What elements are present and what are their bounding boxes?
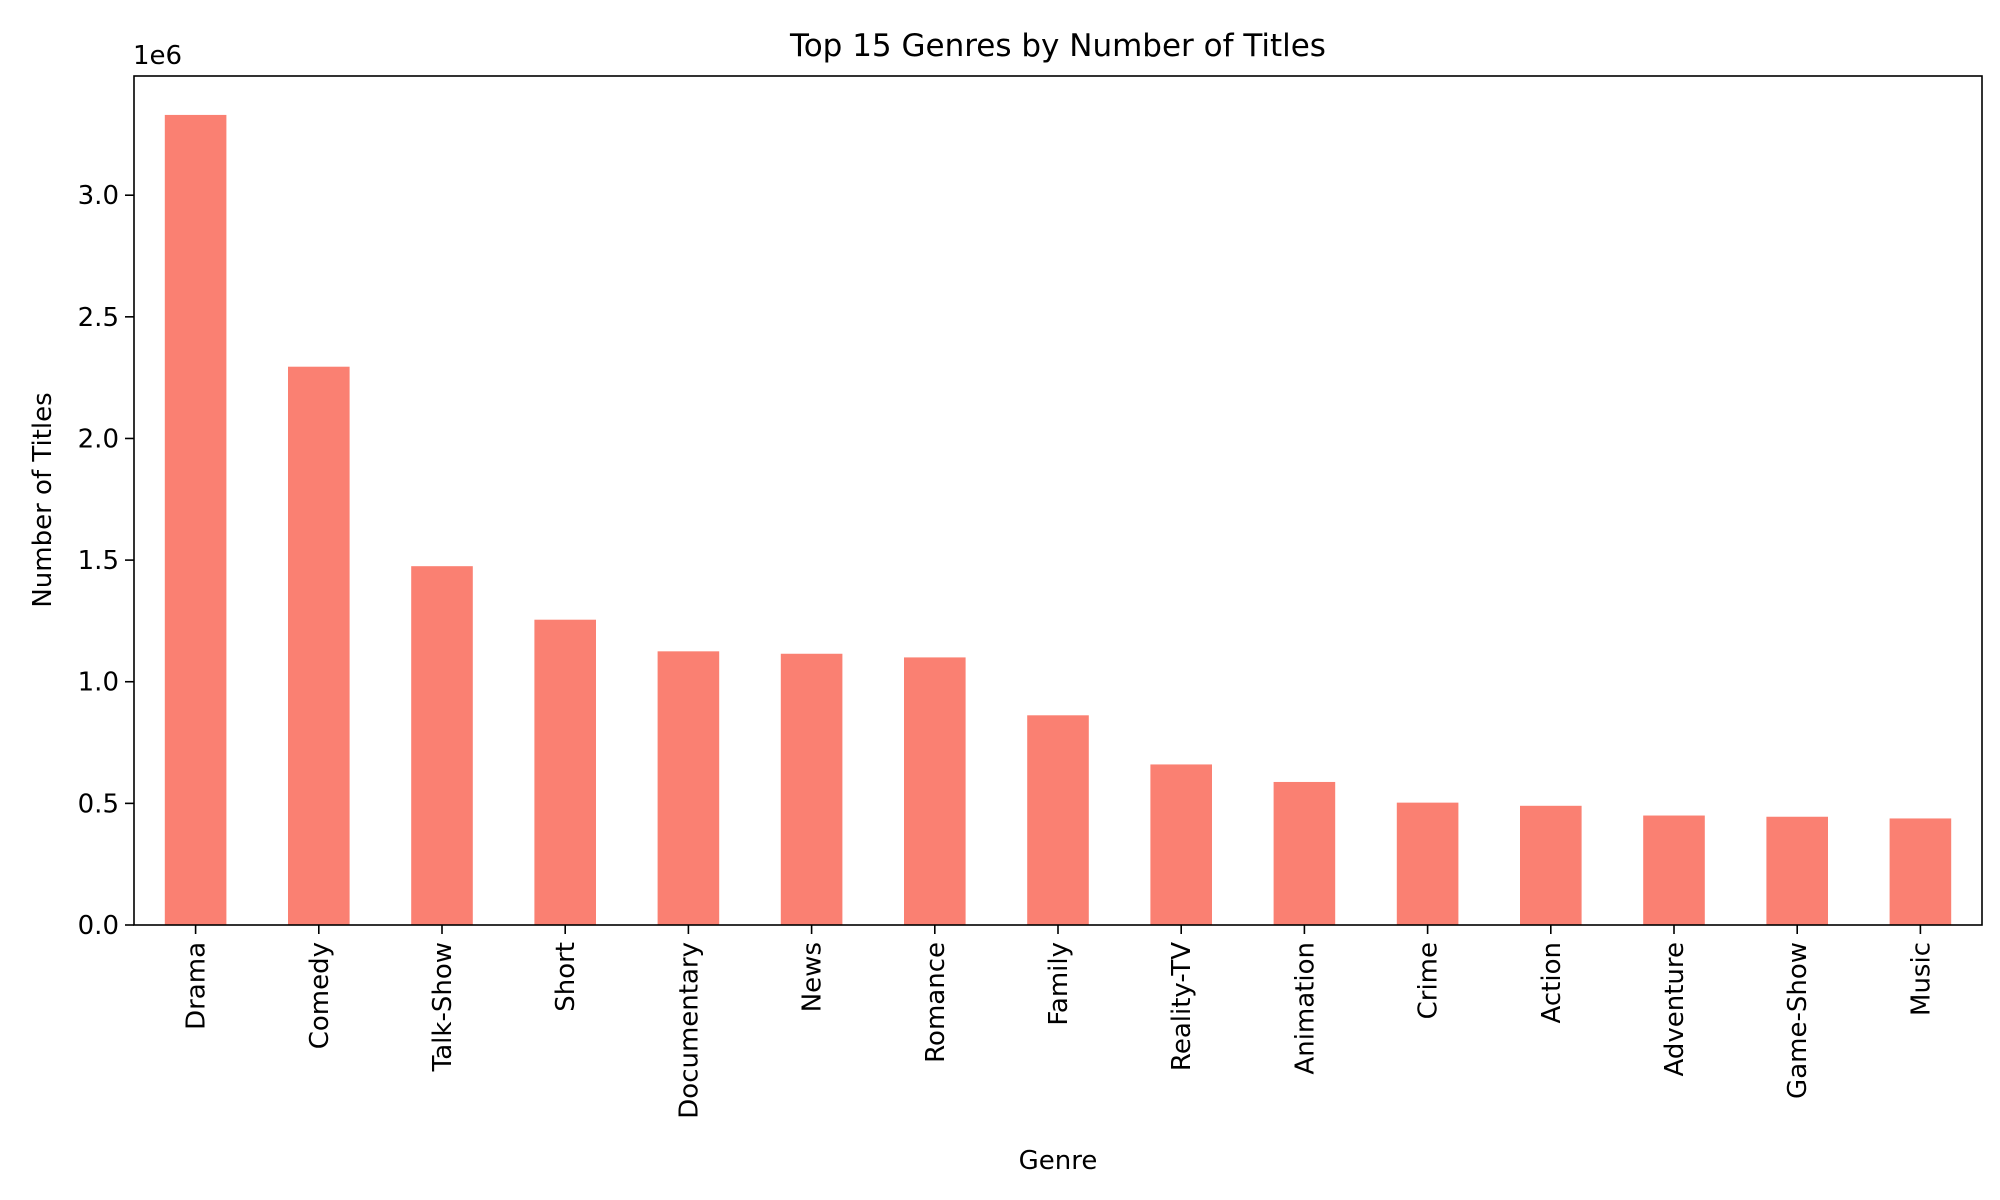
y-tick-label: 0.0 <box>78 911 119 941</box>
x-axis-ticks: Drama Comedy Talk-Show Short Documentary News… <box>182 925 1936 1119</box>
x-tick-label: Drama <box>182 942 212 1030</box>
bar-animation <box>1273 781 1336 925</box>
bar-game-show <box>1766 816 1828 925</box>
bar-reality-tv <box>1150 764 1212 925</box>
plot-frame <box>133 75 1983 926</box>
x-tick-label: News <box>798 942 828 1012</box>
x-tick-label: Documentary <box>674 942 704 1119</box>
x-tick-label: Game-Show <box>1783 942 1813 1099</box>
x-tick-label: Reality-TV <box>1167 942 1197 1071</box>
bar-music <box>1889 818 1952 925</box>
bar-news <box>780 653 843 925</box>
y-tick-label: 1.0 <box>78 668 119 698</box>
chart-title: Top 15 Genres by Number of Titles <box>789 28 1326 64</box>
x-axis-title: Genre <box>1019 1146 1098 1176</box>
y-tick-label: 2.0 <box>78 424 119 454</box>
x-tick-label: Family <box>1044 942 1074 1026</box>
bars-layer <box>164 114 1952 926</box>
x-tick-label: Talk-Show <box>428 942 458 1072</box>
bar-drama <box>164 114 227 926</box>
bar-romance <box>904 657 966 925</box>
x-tick-label: Crime <box>1414 942 1444 1019</box>
y-tick-label: 2.5 <box>78 303 119 333</box>
bar-short <box>534 619 596 925</box>
bar-crime <box>1396 802 1459 925</box>
y-axis-ticks: 0.0 0.5 1.0 1.5 2.0 2.5 3.0 <box>78 181 134 941</box>
bar-adventure <box>1643 815 1705 925</box>
bar-action <box>1520 805 1582 925</box>
y-tick-label: 0.5 <box>78 789 119 819</box>
bar-documentary <box>657 651 720 925</box>
x-tick-label: Animation <box>1290 942 1320 1075</box>
x-tick-label: Comedy <box>305 942 335 1049</box>
x-tick-label: Short <box>551 942 581 1012</box>
y-tick-label: 3.0 <box>78 181 119 211</box>
y-tick-label: 1.5 <box>78 546 119 576</box>
bar-comedy <box>288 366 350 925</box>
x-tick-label: Music <box>1906 942 1936 1016</box>
x-tick-label: Action <box>1537 942 1567 1023</box>
x-tick-label: Romance <box>921 942 951 1063</box>
bar-talk-show <box>411 566 473 925</box>
y-axis-title: Number of Titles <box>28 392 58 607</box>
bar-family <box>1027 715 1089 925</box>
y-offset-label: 1e6 <box>133 41 182 71</box>
x-tick-label: Adventure <box>1660 942 1690 1076</box>
